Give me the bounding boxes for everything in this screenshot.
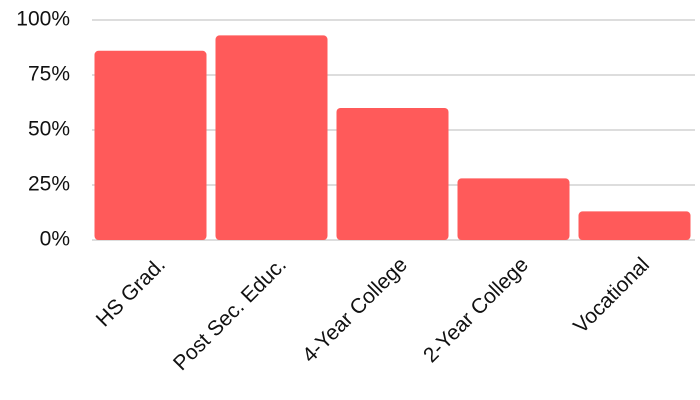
y-tick-label: 75% [28,63,70,86]
x-tick-label: HS Grad. [92,253,170,331]
x-tick-label: 4-Year College [298,253,412,367]
bar [457,178,570,240]
x-tick-label: Vocational [569,253,654,338]
bar [215,35,328,241]
bar [336,108,449,240]
y-tick-label: 100% [16,8,70,31]
y-tick-label: 50% [28,118,70,141]
bar [578,211,691,240]
y-tick-label: 0% [40,228,70,251]
y-tick-label: 25% [28,173,70,196]
x-tick-label: 2-Year College [419,253,533,367]
x-tick-label: Post Sec. Educ. [169,253,291,375]
bar [94,50,207,240]
